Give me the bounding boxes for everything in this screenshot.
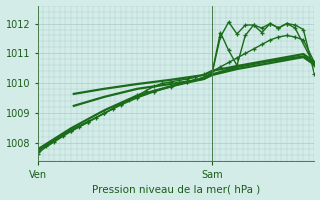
- X-axis label: Pression niveau de la mer( hPa ): Pression niveau de la mer( hPa ): [92, 184, 260, 194]
